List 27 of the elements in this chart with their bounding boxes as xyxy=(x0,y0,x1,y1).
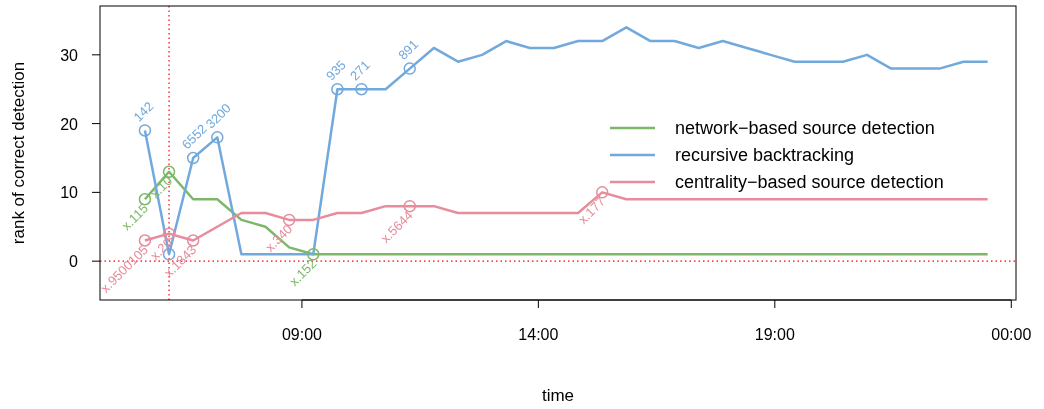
point xyxy=(138,124,152,137)
annotation: 935 xyxy=(322,57,349,84)
point xyxy=(331,82,344,96)
legend-label: recursive backtracking xyxy=(675,145,855,165)
y-tick-label: 0 xyxy=(69,253,79,271)
annotation: 142 xyxy=(130,98,157,125)
point xyxy=(162,165,176,178)
x-axis-title: time xyxy=(541,386,575,405)
y-tick-label: 20 xyxy=(60,115,79,133)
x-tick-label: 09:00 xyxy=(281,326,323,343)
y-tick-label: 30 xyxy=(60,46,79,64)
legend-label: centrality−based source detection xyxy=(675,172,944,192)
point xyxy=(211,131,224,144)
annotation: 891 xyxy=(395,36,422,63)
point xyxy=(162,227,176,240)
x-tick-label: 19:00 xyxy=(754,326,795,343)
legend-label: network−based source detection xyxy=(675,118,935,138)
point xyxy=(186,234,200,247)
annotation: x.10 xyxy=(147,173,176,202)
y-axis-title: rank of correct detection xyxy=(9,61,28,245)
x-tick-label: 14:00 xyxy=(518,326,559,343)
x-tick-label: 00:00 xyxy=(991,326,1032,343)
y-tick-label: 10 xyxy=(60,184,79,202)
annotation: 271 xyxy=(347,57,373,84)
point xyxy=(355,82,368,96)
point xyxy=(186,151,200,165)
point xyxy=(403,62,416,75)
